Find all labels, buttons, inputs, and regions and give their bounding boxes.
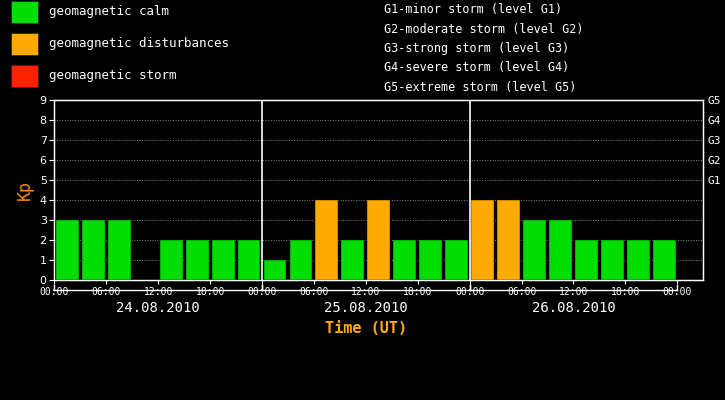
Text: geomagnetic disturbances: geomagnetic disturbances: [49, 38, 229, 50]
Bar: [653, 240, 676, 280]
Bar: [341, 240, 364, 280]
Text: 26.08.2010: 26.08.2010: [531, 301, 616, 315]
Bar: [238, 240, 260, 280]
Text: G4-severe storm (level G4): G4-severe storm (level G4): [384, 62, 570, 74]
Bar: [264, 260, 286, 280]
Bar: [394, 240, 416, 280]
FancyBboxPatch shape: [11, 65, 38, 87]
FancyBboxPatch shape: [11, 33, 38, 55]
Bar: [575, 240, 598, 280]
Bar: [315, 200, 339, 280]
Bar: [471, 200, 494, 280]
Bar: [56, 220, 79, 280]
Bar: [82, 220, 104, 280]
Text: geomagnetic calm: geomagnetic calm: [49, 6, 170, 18]
FancyBboxPatch shape: [11, 1, 38, 23]
Bar: [523, 220, 546, 280]
Bar: [419, 240, 442, 280]
Bar: [212, 240, 234, 280]
Bar: [445, 240, 468, 280]
Y-axis label: Kp: Kp: [16, 180, 34, 200]
Bar: [289, 240, 312, 280]
Bar: [627, 240, 650, 280]
Text: 24.08.2010: 24.08.2010: [116, 301, 200, 315]
Bar: [368, 200, 390, 280]
Bar: [160, 240, 183, 280]
Text: 25.08.2010: 25.08.2010: [324, 301, 407, 315]
Text: G1-minor storm (level G1): G1-minor storm (level G1): [384, 3, 563, 16]
Text: Time (UT): Time (UT): [325, 321, 407, 336]
Bar: [549, 220, 572, 280]
Text: G2-moderate storm (level G2): G2-moderate storm (level G2): [384, 22, 584, 36]
Text: G5-extreme storm (level G5): G5-extreme storm (level G5): [384, 81, 576, 94]
Bar: [601, 240, 624, 280]
Bar: [497, 200, 520, 280]
Text: G3-strong storm (level G3): G3-strong storm (level G3): [384, 42, 570, 55]
Text: geomagnetic storm: geomagnetic storm: [49, 70, 177, 82]
Bar: [108, 220, 130, 280]
Bar: [186, 240, 209, 280]
